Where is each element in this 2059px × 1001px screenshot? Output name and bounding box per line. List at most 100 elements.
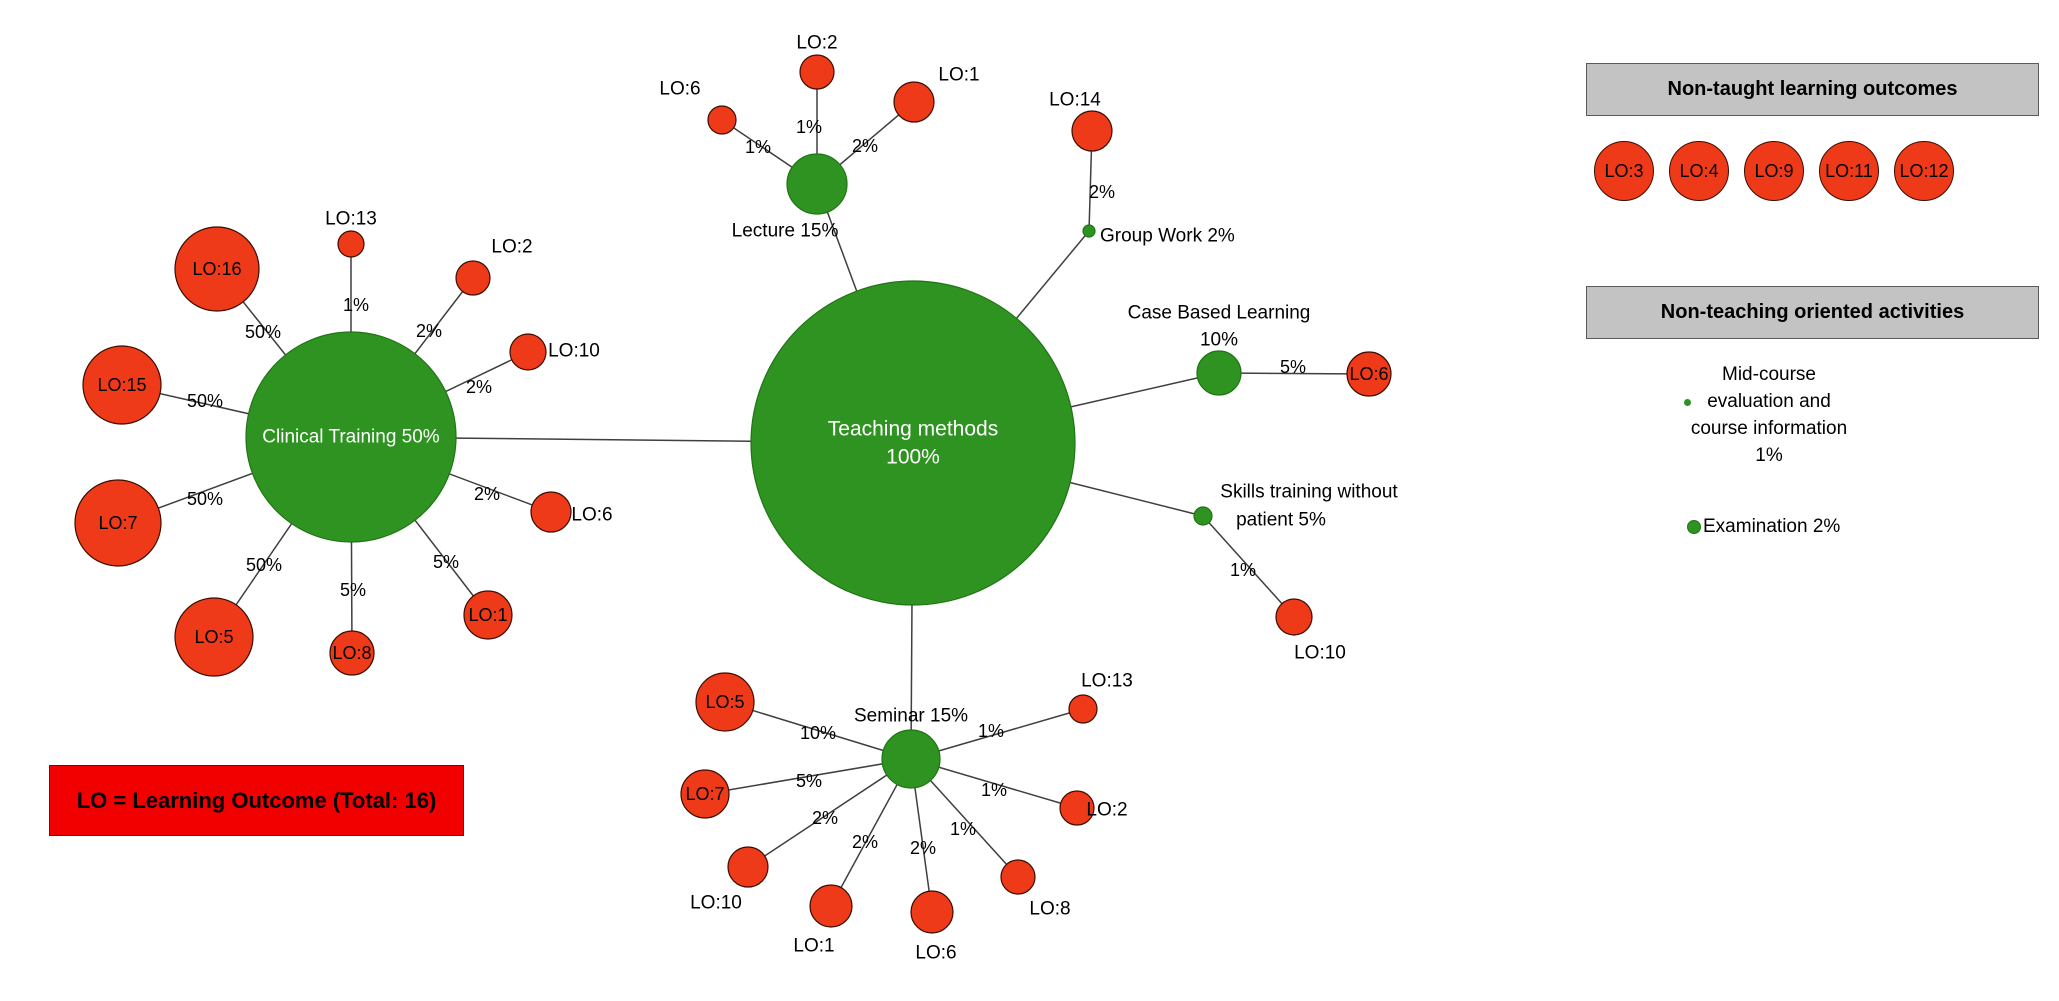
label-ct-lo6: LO:6 xyxy=(571,505,612,526)
edge-label-cbl-cbl-lo6: 5% xyxy=(1280,357,1306,377)
edge-label-clinical-ct-lo13: 1% xyxy=(343,295,369,315)
node-label-sem-lo7: LO:7 xyxy=(685,784,724,804)
node-sem-lo6 xyxy=(910,890,954,934)
legend-lo12-circle: LO:12 xyxy=(1894,141,1954,201)
node-ct-lo2 xyxy=(455,260,491,296)
cbl-percent-label: 10% xyxy=(1200,330,1238,351)
edge-cbl-cbl-lo6 xyxy=(1218,372,1370,375)
node-sem-lo2 xyxy=(1059,790,1095,826)
skills-name-label-line1: Skills training without xyxy=(1220,482,1398,503)
node-ct-lo5 xyxy=(174,597,254,677)
edge-label-clinical-ct-lo6: 2% xyxy=(474,484,500,504)
node-teaching xyxy=(750,280,1076,606)
label-lec-lo6: LO:6 xyxy=(659,79,700,100)
edge-label-clinical-ct-lo16: 50% xyxy=(245,322,281,342)
cbl-name-label: Case Based Learning xyxy=(1128,303,1311,324)
edge-label-seminar-sem-lo6: 2% xyxy=(910,838,936,858)
node-clinical xyxy=(245,331,457,543)
node-ct-lo10 xyxy=(509,333,547,371)
edge-label-clinical-ct-lo1: 5% xyxy=(433,552,459,572)
node-label-teaching: 100% xyxy=(886,445,940,468)
legend-lo4-circle: LO:4 xyxy=(1669,141,1729,201)
node-sem-lo10 xyxy=(727,846,769,888)
node-label-ct-lo5: LO:5 xyxy=(194,627,233,647)
node-ct-lo8 xyxy=(329,630,375,676)
node-groupwork xyxy=(1082,224,1096,238)
midcourse-line: evaluation and xyxy=(1707,391,1831,412)
node-st-lo10 xyxy=(1275,598,1313,636)
note-box: LO = Learning Outcome (Total: 16) xyxy=(49,765,464,836)
edge-label-clinical-ct-lo15: 50% xyxy=(187,391,223,411)
legend-non-taught-header: Non-taught learning outcomes xyxy=(1586,63,2039,116)
midcourse-dot-icon xyxy=(1684,399,1691,406)
label-gw-lo14: LO:14 xyxy=(1049,90,1101,111)
node-label-ct-lo1: LO:1 xyxy=(468,605,507,625)
edge-label-clinical-ct-lo2: 2% xyxy=(416,321,442,341)
node-lecture xyxy=(786,153,848,215)
midcourse-block: Mid-course evaluation and course informa… xyxy=(1619,361,1919,469)
examination-dot-icon xyxy=(1687,520,1701,534)
edge-label-lecture-lec-lo1: 2% xyxy=(852,136,878,156)
edge-label-seminar-sem-lo1: 2% xyxy=(852,832,878,852)
examination-label: Examination 2% xyxy=(1703,516,1841,537)
edge-label-clinical-ct-lo5: 50% xyxy=(246,555,282,575)
node-seminar xyxy=(881,729,941,789)
legend-non-teaching-header: Non-teaching oriented activities xyxy=(1586,286,2039,339)
node-ct-lo1 xyxy=(463,590,513,640)
label-sem-lo6: LO:6 xyxy=(915,943,956,964)
edge-label-clinical-ct-lo8: 5% xyxy=(340,580,366,600)
lecture-name-label: Lecture 15% xyxy=(732,221,839,242)
label-ct-lo10: LO:10 xyxy=(548,341,600,362)
node-cbl xyxy=(1196,350,1242,396)
label-st-lo10: LO:10 xyxy=(1294,643,1346,664)
node-label-sem-lo5: LO:5 xyxy=(705,692,744,712)
node-sem-lo1 xyxy=(809,884,853,928)
node-gw-lo14 xyxy=(1071,110,1113,152)
edge-label-skills-st-lo10: 1% xyxy=(1230,560,1256,580)
edge-label-groupwork-gw-lo14: 2% xyxy=(1089,182,1115,202)
edge-label-seminar-sem-lo13: 1% xyxy=(978,721,1004,741)
node-label-teaching: Teaching methods xyxy=(828,418,998,441)
edge-label-lecture-lec-lo6: 1% xyxy=(745,137,771,157)
node-skills xyxy=(1193,506,1213,526)
node-label-clinical: Clinical Training 50% xyxy=(262,427,440,448)
legend-lo3-circle: LO:3 xyxy=(1594,141,1654,201)
legend-lo-row: LO:3 LO:4 LO:9 LO:11 LO:12 xyxy=(1594,141,1954,201)
label-sem-lo13: LO:13 xyxy=(1081,671,1133,692)
edge-seminar-sem-lo10 xyxy=(747,758,912,868)
node-label-ct-lo16: LO:16 xyxy=(192,259,241,279)
label-ct-lo2: LO:2 xyxy=(491,237,532,258)
label-sem-lo8: LO:8 xyxy=(1029,899,1070,920)
node-sem-lo8 xyxy=(1000,859,1036,895)
edge-skills-st-lo10 xyxy=(1202,515,1295,618)
edge-label-seminar-sem-lo2: 1% xyxy=(981,780,1007,800)
label-lec-lo1: LO:1 xyxy=(938,65,979,86)
edge-label-clinical-ct-lo7: 50% xyxy=(187,489,223,509)
legend-lo11-circle: LO:11 xyxy=(1819,141,1879,201)
label-sem-lo10: LO:10 xyxy=(690,893,742,914)
node-label-cbl-lo6: LO:6 xyxy=(1349,364,1388,384)
node-sem-lo5 xyxy=(695,672,755,732)
node-label-ct-lo7: LO:7 xyxy=(98,513,137,533)
node-lec-lo6 xyxy=(707,105,737,135)
edge-seminar-sem-lo5 xyxy=(724,701,912,760)
midcourse-line: course information xyxy=(1690,418,1848,439)
edge-seminar-sem-lo7 xyxy=(704,758,912,795)
label-sem-lo1: LO:1 xyxy=(793,936,834,957)
edge-label-seminar-sem-lo10: 2% xyxy=(812,808,838,828)
label-lec-lo2: LO:2 xyxy=(796,33,837,54)
node-sem-lo13 xyxy=(1068,694,1098,724)
node-ct-lo16 xyxy=(174,226,260,312)
seminar-name-label: Seminar 15% xyxy=(854,706,968,727)
edge-label-seminar-sem-lo8: 1% xyxy=(950,819,976,839)
examination-row: Examination 2% xyxy=(1687,516,1840,538)
edge-label-lecture-lec-lo2: 1% xyxy=(796,117,822,137)
node-ct-lo6 xyxy=(530,491,572,533)
node-ct-lo13 xyxy=(337,230,365,258)
edge-label-clinical-ct-lo10: 2% xyxy=(466,377,492,397)
legend-lo9-circle: LO:9 xyxy=(1744,141,1804,201)
node-sem-lo7 xyxy=(680,769,730,819)
node-lec-lo2 xyxy=(799,54,835,90)
